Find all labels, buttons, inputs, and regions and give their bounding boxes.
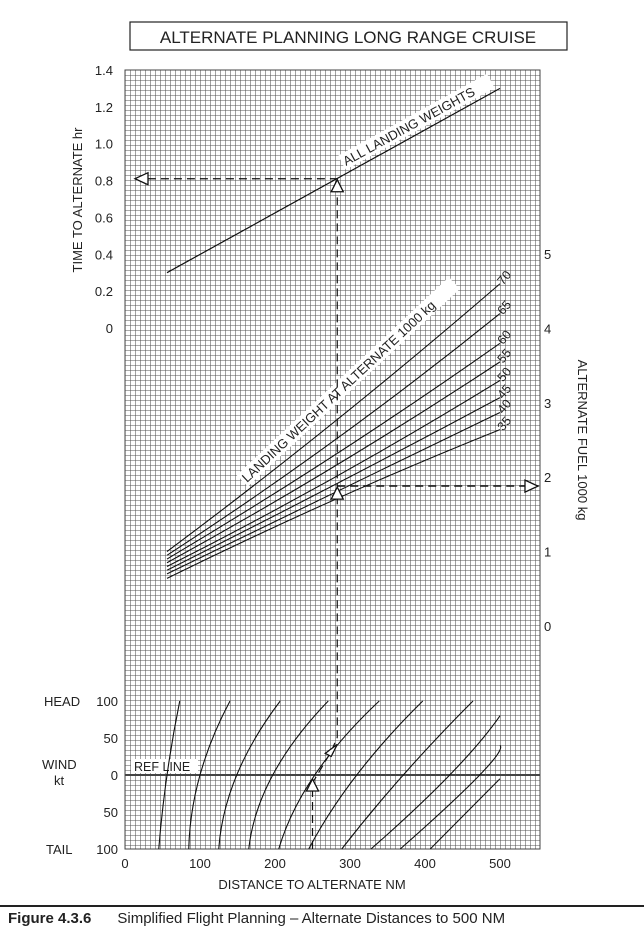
x-tick-label: 400 [414, 856, 436, 871]
wind-correction-line [158, 700, 181, 850]
wind-tick-label: 50 [104, 731, 118, 746]
figure-caption: Figure 4.3.6 Simplified Flight Planning –… [8, 910, 505, 927]
fuel-curve-55 [166, 361, 501, 564]
caption-divider [0, 905, 644, 907]
arrow-up-icon [305, 777, 320, 792]
time-tick-label: 1.4 [95, 63, 113, 78]
arrow-right-icon [524, 479, 540, 494]
time-tick-label: 0 [106, 321, 113, 336]
fuel-tick-label: 0 [544, 619, 551, 634]
x-tick-label: 100 [189, 856, 211, 871]
wind-correction-line [370, 715, 501, 850]
chart-title: ALTERNATE PLANNING LONG RANGE CRUISE [160, 28, 536, 47]
x-tick-label: 200 [264, 856, 286, 871]
fuel-curve-60 [166, 342, 501, 560]
time-tick-label: 1.0 [95, 137, 113, 152]
label-bg [337, 73, 495, 170]
arrow-up-icon [330, 178, 345, 193]
fuel-curve-45 [166, 397, 501, 571]
wind-tick-label: 100 [96, 842, 118, 857]
time-axis-label: TIME TO ALTERNATE hr [70, 127, 85, 273]
time-line-all-weights [166, 87, 501, 274]
wind-label: WIND [42, 757, 77, 772]
fuel-axis-label: ALTERNATE FUEL 1000 kg [575, 360, 590, 521]
time-tick-label: 0.6 [95, 210, 113, 225]
wind-tail-label: TAIL [46, 842, 73, 857]
fuel-tick-label: 5 [544, 247, 551, 262]
example-path-time [135, 178, 338, 849]
wind-correction-line [248, 700, 329, 850]
wind-correction-line [399, 744, 502, 850]
fuel-curve-70 [166, 283, 501, 553]
fuel-tick-label: 3 [544, 396, 551, 411]
fuel-curve-65 [166, 313, 501, 556]
x-tick-label: 300 [339, 856, 361, 871]
wind-correction-line [308, 700, 424, 850]
wind-head-label: HEAD [44, 694, 80, 709]
wind-tick-label: 50 [104, 805, 118, 820]
wind-tick-label: 100 [96, 694, 118, 709]
wind-tick-label: 0 [111, 768, 118, 783]
fuel-tick-label: 4 [544, 321, 551, 336]
fuel-tick-label: 2 [544, 470, 551, 485]
x-axis-label: DISTANCE TO ALTERNATE NM [218, 877, 405, 892]
wind-correction-line [341, 700, 474, 850]
ref-line-label: REF LINE [134, 760, 190, 774]
wind-correction-line [429, 778, 501, 850]
title-box [129, 21, 568, 51]
fuel-curve-50 [166, 380, 501, 567]
time-tick-label: 1.2 [95, 100, 113, 115]
arrow-up-icon [330, 485, 345, 500]
arrow-diagonal-icon [324, 743, 338, 758]
wind-correction-line [188, 700, 231, 850]
figure-caption-text: Simplified Flight Planning – Alternate D… [117, 910, 506, 927]
grid [124, 69, 541, 850]
wind-correction-line [218, 700, 281, 850]
time-tick-label: 0.2 [95, 284, 113, 299]
figure-number: Figure 4.3.6 [8, 910, 92, 927]
wind-correction-line [278, 700, 380, 850]
time-tick-label: 0.4 [95, 247, 113, 262]
wind-unit-label: kt [54, 773, 65, 788]
arrow-left-icon [133, 171, 149, 186]
label-bg [236, 277, 460, 487]
x-tick-label: 500 [489, 856, 511, 871]
time-tick-label: 0.8 [95, 174, 113, 189]
ref-line-label-bg [131, 759, 198, 773]
x-tick-label: 0 [121, 856, 128, 871]
fuel-tick-label: 1 [544, 545, 551, 560]
